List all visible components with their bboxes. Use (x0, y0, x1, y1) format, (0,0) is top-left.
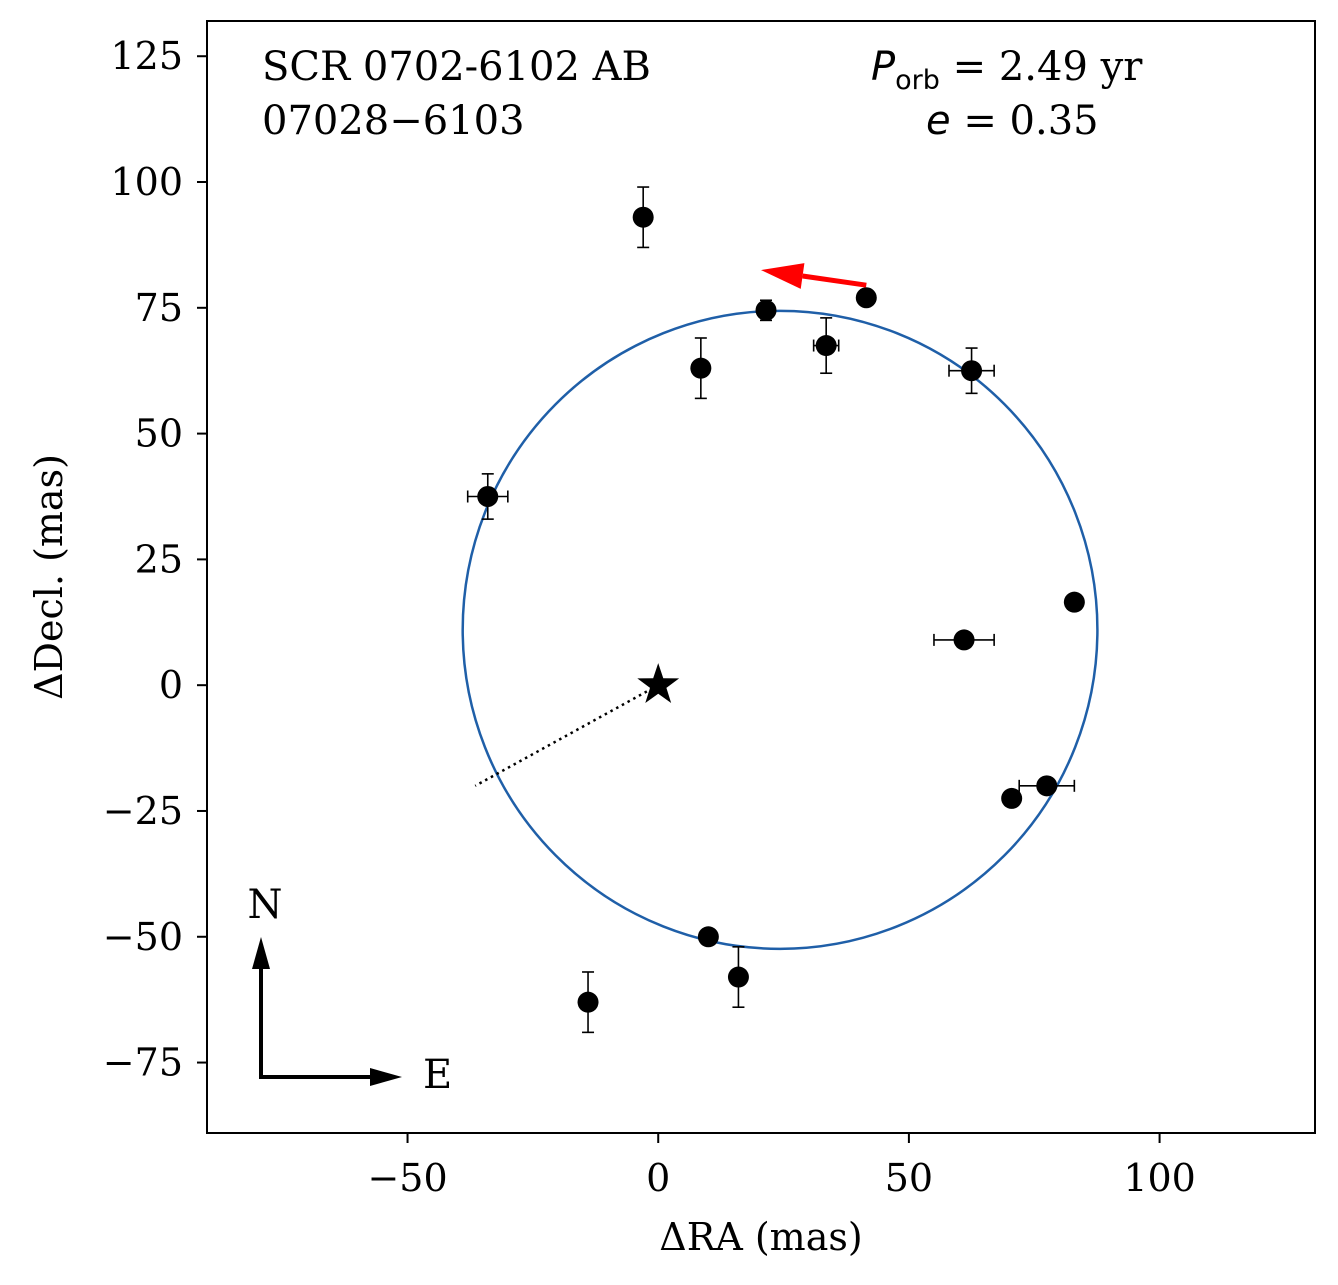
data-point-group (933, 629, 995, 651)
period-subscript: orb (895, 65, 940, 96)
data-point (577, 991, 599, 1013)
y-axis-label: ΔDecl. (mas) (27, 454, 71, 700)
data-point (690, 357, 712, 379)
compass-north-label: N (248, 882, 283, 928)
primary-star-marker (637, 663, 680, 703)
data-point-group (727, 946, 749, 1009)
y-tick-label: 75 (135, 286, 183, 330)
eccentricity-value: = 0.35 (951, 98, 1099, 144)
orbit-ellipse (461, 309, 1099, 951)
compass: N E (248, 882, 453, 1098)
compass-east-label: E (423, 1052, 452, 1098)
y-tick-label: −50 (103, 915, 183, 959)
title-block: SCR 0702-6102 AB 07028−6103 (262, 44, 651, 144)
data-point (1063, 591, 1085, 613)
orbit-parameters: Porb = 2.49 yr e = 0.35 (871, 44, 1143, 144)
x-tick-label: 50 (885, 1156, 933, 1200)
data-point-group (1063, 591, 1085, 613)
data-point-group (466, 473, 509, 520)
plot-area-background (207, 21, 1315, 1133)
compass-east-arrowhead (370, 1068, 402, 1086)
data-point (1036, 775, 1058, 797)
period-symbol: P (871, 44, 896, 90)
compass-north-arrowhead (252, 937, 270, 969)
eccentricity-symbol: e (926, 98, 951, 144)
data-point (855, 287, 877, 309)
x-tick-label: 100 (1123, 1156, 1196, 1200)
period-value: = 2.49 yr (940, 44, 1143, 90)
y-tick-label: 0 (159, 663, 183, 707)
chart-title: SCR 0702-6102 AB (262, 44, 651, 90)
data-point (697, 926, 719, 948)
data-point-group (697, 926, 719, 948)
y-tick-label: −25 (103, 789, 183, 833)
data-point-group (690, 337, 712, 400)
data-point (477, 485, 499, 507)
x-axis-label: ΔRA (mas) (659, 1215, 862, 1259)
y-tick-label: 100 (110, 160, 183, 204)
y-tick-label: 50 (135, 412, 183, 456)
data-point (961, 360, 983, 382)
x-tick-label: 0 (646, 1156, 670, 1200)
data-point-group (755, 299, 777, 322)
motion-arrow-head (761, 263, 805, 289)
y-tick-label: 125 (110, 34, 183, 78)
data-point-group (812, 317, 840, 375)
data-point (815, 335, 837, 357)
data-point (755, 299, 777, 321)
periastron-line (474, 684, 659, 787)
x-tick-label: −50 (367, 1156, 447, 1200)
motion-arrow-shaft (802, 273, 867, 288)
chart-subtitle: 07028−6103 (262, 98, 525, 144)
data-point-group (855, 287, 877, 309)
data-point (953, 629, 975, 651)
plot-frame (206, 20, 1316, 1134)
eccentricity-annotation: e = 0.35 (926, 98, 1099, 144)
data-point-group (632, 186, 654, 249)
data-point-group (577, 971, 599, 1034)
data-point-group (948, 347, 995, 395)
y-tick-label: 25 (135, 537, 183, 581)
data-point-group (1018, 775, 1076, 797)
data-point (727, 966, 749, 988)
y-tick-label: −75 (103, 1041, 183, 1085)
period-annotation: Porb = 2.49 yr (871, 44, 1143, 96)
data-point (1001, 787, 1023, 809)
data-point (632, 206, 654, 228)
data-point-group (1001, 787, 1023, 809)
